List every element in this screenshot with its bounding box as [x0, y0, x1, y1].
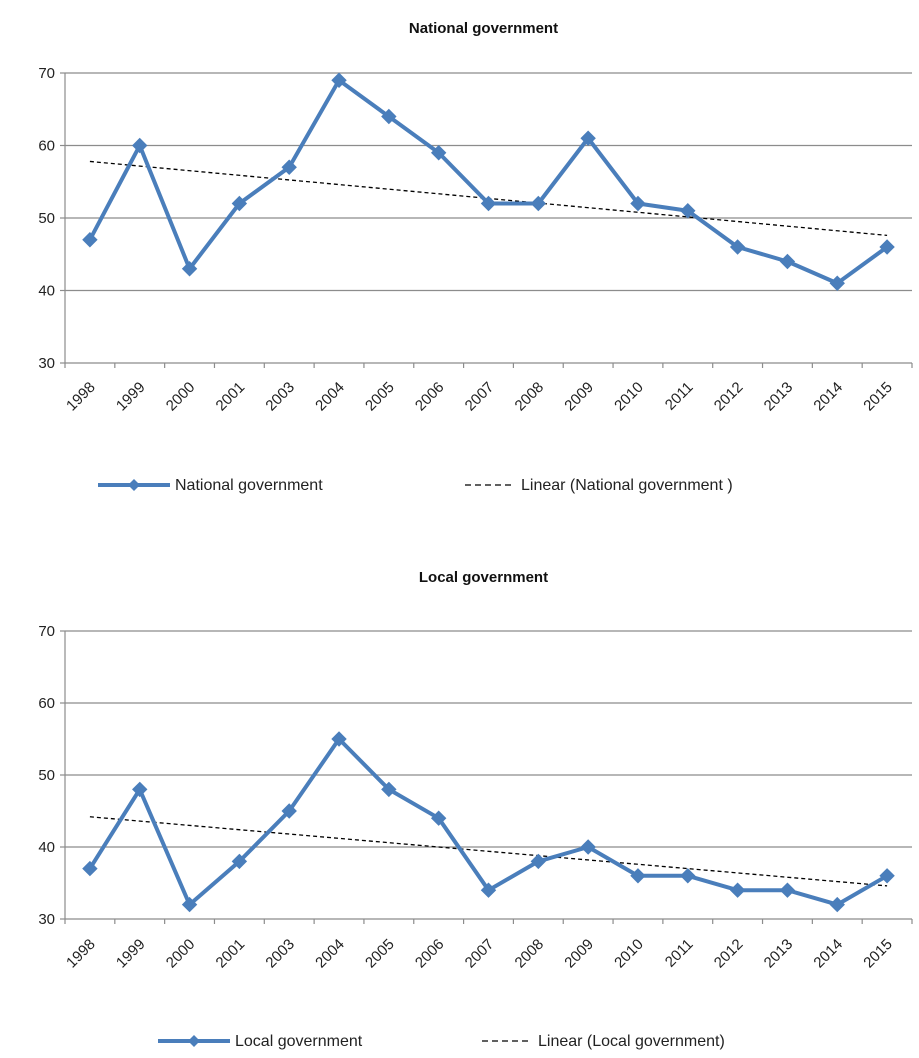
data-point	[729, 239, 746, 255]
data-point	[530, 195, 547, 212]
data-point	[231, 195, 248, 212]
x-tick-label: 2000	[163, 379, 199, 415]
x-tick-label: 2012	[711, 936, 747, 972]
x-tick-label: 2000	[163, 936, 199, 972]
data-point	[829, 896, 845, 913]
x-tick-label: 2008	[512, 379, 548, 415]
data-point	[331, 72, 347, 88]
legend-trendline-label: Linear (Local government)	[538, 1033, 725, 1050]
data-point	[430, 145, 447, 161]
data-point	[580, 130, 596, 146]
x-tick-label: 1998	[63, 379, 99, 415]
data-point	[829, 275, 845, 291]
y-tick-label: 30	[38, 355, 55, 372]
x-tick-label: 1999	[113, 379, 149, 415]
chart-title: National government	[409, 20, 558, 37]
data-point	[281, 159, 297, 175]
x-tick-label: 2010	[611, 379, 647, 415]
x-tick-label: 2005	[362, 936, 398, 972]
x-tick-label: 2009	[561, 936, 597, 972]
chart-2: Local government 30 40 50 60 70 1998 1999 2000 20…	[38, 569, 913, 1050]
x-tick-label: 2007	[462, 936, 498, 972]
data-point	[430, 810, 447, 826]
trendline	[89, 816, 888, 887]
y-tick-label: 30	[38, 911, 55, 928]
series-line	[88, 737, 889, 907]
legend-trendline-label: Linear (National government )	[521, 477, 733, 494]
data-point	[779, 253, 796, 270]
data-point	[82, 860, 98, 877]
data-point	[132, 781, 148, 798]
legend-series-marker	[188, 1035, 200, 1047]
x-tick-label: 2003	[262, 379, 298, 415]
x-tick-label: 1998	[63, 936, 99, 972]
x-tick-label: 2011	[662, 936, 697, 971]
x-tick-label: 2013	[761, 936, 797, 972]
y-tick-label: 40	[38, 283, 55, 300]
chart-title: Local government	[419, 569, 548, 586]
legend-series-label: Local government	[235, 1033, 363, 1050]
x-tick-label: 2001	[213, 936, 249, 972]
data-point	[879, 868, 895, 884]
x-tick-label: 2014	[810, 379, 846, 415]
data-point	[630, 195, 646, 212]
data-point	[181, 261, 198, 277]
data-point	[480, 195, 497, 212]
x-tick-label: 2009	[561, 379, 597, 415]
legend-series-marker	[128, 479, 140, 491]
x-tick-label: 2004	[312, 936, 348, 972]
data-point	[729, 882, 746, 898]
series-line	[88, 78, 889, 286]
data-point	[381, 781, 397, 798]
x-tick-label: 2008	[512, 936, 548, 972]
x-tick-label: 2010	[611, 936, 647, 972]
x-tick-label: 2006	[412, 936, 448, 972]
y-tick-label: 60	[38, 695, 55, 712]
data-point	[231, 853, 248, 870]
data-point	[281, 803, 297, 819]
x-tick-label: 2012	[711, 379, 747, 415]
y-tick-label: 50	[38, 767, 55, 784]
data-point	[381, 108, 397, 125]
data-point	[779, 882, 796, 898]
data-point	[580, 839, 596, 855]
legend-series-label: National government	[175, 477, 323, 494]
x-tick-label: 1999	[113, 936, 149, 972]
data-point	[132, 137, 148, 154]
x-tick-label: 2006	[412, 379, 448, 415]
data-point	[82, 232, 98, 248]
y-tick-label: 50	[38, 210, 55, 227]
x-tick-label: 2015	[860, 936, 896, 972]
x-tick-label: 2013	[761, 379, 797, 415]
x-tick-label: 2014	[810, 936, 846, 972]
x-tick-label: 2004	[312, 379, 348, 415]
x-tick-label: 2011	[662, 379, 697, 414]
y-tick-label: 40	[38, 839, 55, 856]
data-point	[530, 853, 547, 870]
y-tick-label: 70	[38, 65, 55, 82]
y-tick-label: 60	[38, 138, 55, 155]
data-point	[680, 868, 696, 884]
data-point	[680, 203, 696, 219]
x-tick-label: 2005	[362, 379, 398, 415]
data-point	[879, 239, 895, 255]
x-tick-label: 2015	[860, 379, 896, 415]
chart-1: National government 30 40 50 60 70 1998 1999 200…	[38, 20, 913, 494]
x-tick-label: 2007	[462, 379, 498, 415]
data-point	[630, 868, 646, 884]
data-point	[331, 731, 347, 747]
y-tick-label: 70	[38, 623, 55, 640]
data-point	[480, 882, 497, 898]
data-point	[181, 896, 198, 913]
x-tick-label: 2001	[213, 379, 249, 415]
x-tick-label: 2003	[262, 936, 298, 972]
